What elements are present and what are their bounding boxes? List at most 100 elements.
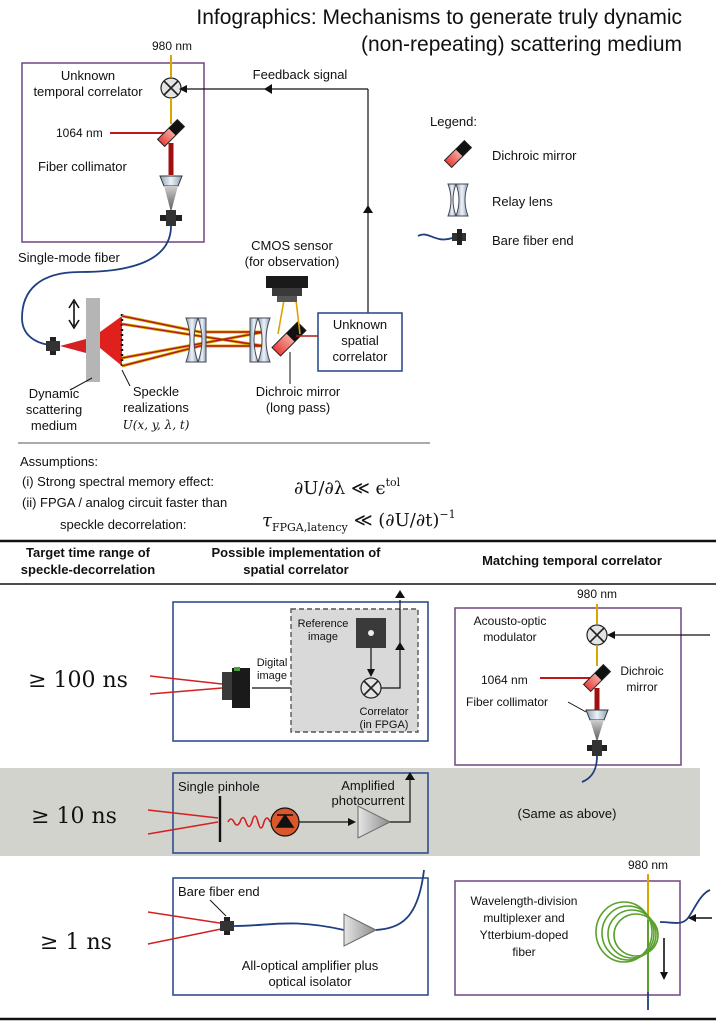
row2-amplified-l2: photocurrent [332, 793, 405, 808]
row3-amplifier-icon [343, 913, 378, 947]
speckle-realizations-l2: realizations [123, 400, 189, 415]
row1-fiber-collimator: Fiber collimator [466, 695, 548, 709]
unknown-spatial-correlator-l2: spatial [341, 333, 379, 348]
row1-output-arrowhead [395, 642, 405, 650]
legend-relay-lens-icon [447, 183, 469, 217]
row1-reference-dot [368, 630, 374, 636]
dichroic-long-pass-l1: Dichroic mirror [256, 384, 341, 399]
beam-1064-down [168, 143, 174, 175]
illumination-cone [60, 339, 86, 353]
speckle-leader [121, 369, 131, 387]
row3-spatial-box [172, 877, 429, 996]
row3-leader [209, 899, 227, 917]
row3-wdm-l4: fiber [512, 945, 535, 959]
header-col1-l1: Target time range of [26, 545, 151, 560]
assumption-2a: (ii) FPGA / analog circuit faster than [22, 495, 227, 510]
header-col2-l1: Possible implementation of [211, 545, 381, 560]
row1-collimator-icon [585, 709, 609, 742]
cmos-beam [277, 299, 301, 335]
unknown-temporal-correlator-l1: Unknown [61, 68, 115, 83]
unknown-spatial-correlator-l3: correlator [333, 349, 389, 364]
single-mode-fiber-label: Single-mode fiber [18, 250, 121, 265]
title-line2: (non-repeating) scattering medium [361, 33, 682, 56]
row1-temporal-box [454, 607, 682, 766]
row3-output-fiber [375, 869, 425, 931]
legend-bare-fiber-icon [452, 229, 466, 245]
row1-camera-icon [222, 667, 250, 708]
row2-band [0, 768, 700, 856]
medium-motion-arrow [68, 298, 80, 330]
row1-bare-fiber-icon [587, 740, 607, 756]
row1-beam-1064-down [594, 688, 600, 710]
row2-photodiode-glyph [275, 813, 295, 828]
feedback-signal-label: Feedback signal [253, 67, 348, 82]
row2-time: ≥ 10 ns [31, 804, 117, 829]
row1-nm1064: 1064 nm [481, 673, 528, 687]
row3-fiber-coil-icon [595, 901, 659, 963]
feedback-arrowhead-mid [264, 84, 272, 94]
multiplier-cross [163, 80, 179, 96]
nm980-label-top: 980 nm [152, 39, 192, 53]
relay-beam-red [121, 315, 265, 367]
row1-aom-cross [589, 627, 605, 643]
header-col3: Matching temporal correlator [482, 553, 662, 568]
row3-input-rays [147, 911, 227, 945]
row1-fpga-box [290, 608, 419, 733]
cmos-sensor-icon [266, 276, 308, 302]
title-line1: Infographics: Mechanisms to generate tru… [196, 6, 682, 29]
row3-bare-fiber-end: Bare fiber end [178, 884, 260, 899]
row2-output-arrowhead [405, 772, 415, 780]
row1-correlator-cross [363, 680, 379, 696]
dynamic-scattering-l1: Dynamic [29, 386, 80, 401]
row1-output-arrowhead-top [395, 590, 405, 598]
relay-lens-icon-2 [249, 317, 271, 363]
unknown-spatial-correlator-l1: Unknown [333, 317, 387, 332]
row3-wdm-l3: Ytterbium-doped [480, 928, 569, 942]
row3-amp-l2: optical isolator [268, 974, 352, 989]
row3-wdm-l2: multiplexer and [483, 911, 564, 925]
assumptions-title: Assumptions: [20, 454, 98, 469]
row3-temporal-box [454, 880, 681, 996]
unknown-temporal-correlator-l2: temporal correlator [33, 84, 143, 99]
row1-output-line [381, 600, 401, 689]
scattering-medium [86, 298, 100, 382]
cmos-sensor-label-l1: CMOS sensor [251, 238, 333, 253]
dichroic-mirror-long-pass-icon [271, 321, 307, 357]
speckle-cone [100, 316, 122, 366]
row1-digital-image-l2: image [257, 670, 287, 682]
row1-correlator-l1: Correlator [360, 706, 409, 718]
nm1064-label-top: 1064 nm [56, 126, 103, 140]
speckle-realizations-l1: Speckle [133, 384, 179, 399]
speckle-formula: U(x, y, λ, t) [123, 418, 190, 432]
row2-wave [227, 815, 271, 829]
dichroic-mirror-icon [156, 118, 186, 148]
row1-time: ≥ 100 ns [28, 668, 128, 693]
header-col1-l2: speckle-decorrelation [21, 562, 155, 577]
row1-dichroic-l2: mirror [626, 680, 657, 694]
dynamic-scattering-l2: scattering [26, 402, 82, 417]
dynamic-scattering-leader [69, 377, 93, 391]
equation-1: ∂U/∂λ ≪ ϵtol [294, 476, 401, 499]
row3-wdm-l1: Wavelength-division [471, 894, 578, 908]
legend-title: Legend: [430, 114, 477, 129]
cmos-sensor-label-l2: (for observation) [245, 254, 340, 269]
legend-dichroic-label: Dichroic mirror [492, 148, 577, 163]
row2-amplifier-icon [357, 805, 392, 839]
legend-bare-fiber-label: Bare fiber end [492, 233, 574, 248]
row1-aom-l2: modulator [483, 630, 536, 644]
row2-input-rays [147, 809, 219, 835]
row1-aom-l1: Acousto-optic [474, 614, 547, 628]
row1-correlator-l2: (in FPGA) [360, 719, 409, 731]
row2-amplified-l1: Amplified [341, 778, 394, 793]
equation-2: τFPGA,latency ≪ (∂U/∂t)−1 [262, 508, 456, 534]
spatial-correlator-box [317, 312, 403, 372]
relay-lens-icon-1 [185, 317, 207, 363]
bare-fiber-end-icon [160, 210, 182, 226]
row1-collimator-leader [567, 701, 587, 713]
bare-fiber-end-left-icon [46, 337, 60, 355]
row3-fiber [233, 922, 345, 931]
row1-digital-image-l1: Digital [257, 657, 288, 669]
row1-fiber [581, 755, 598, 783]
row1-reference-image-l2: image [308, 631, 338, 643]
